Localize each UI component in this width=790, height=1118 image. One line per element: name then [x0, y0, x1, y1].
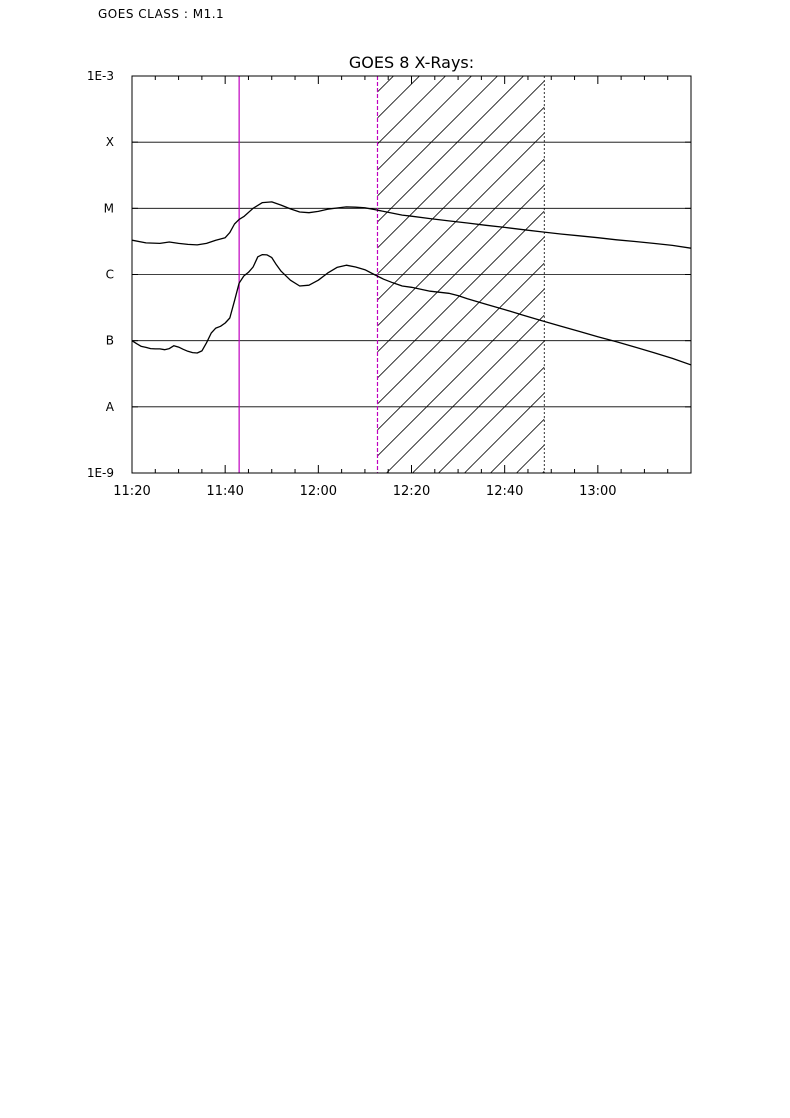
x-tick-label: 13:00 [579, 484, 616, 499]
x-tick-label: 11:20 [113, 484, 150, 499]
hatch-line [377, 288, 545, 457]
x-tick-label: 12:00 [300, 484, 337, 499]
hatch-line [412, 340, 545, 473]
hatch-line [377, 210, 545, 379]
y-tick-label: A [106, 400, 115, 414]
flux-curve-upper [132, 201, 691, 249]
hatch-line [377, 106, 545, 275]
hatch-line [377, 132, 545, 301]
y-axis-tick-labels: 1E-3 X M C B A 1E-9 [87, 69, 115, 480]
hatched-region [0, 76, 545, 473]
hatch-line [0, 76, 29, 473]
hatch-line [0, 76, 81, 473]
hatch-line [377, 262, 545, 431]
hatch-line [377, 184, 545, 353]
hatch-line [377, 76, 498, 197]
flux-curve-lower [132, 253, 691, 366]
hatch-line [377, 76, 446, 145]
hatch-line [0, 76, 107, 473]
hatch-line [377, 76, 472, 171]
x-tick-label: 12:20 [393, 484, 430, 499]
hatch-line [464, 392, 545, 473]
time-markers [238, 76, 545, 473]
grid-lines [132, 141, 691, 408]
y-tick-label: B [106, 334, 114, 348]
hatch-line [386, 314, 545, 473]
x-tick-label: 12:40 [486, 484, 523, 499]
hatch-line [438, 366, 545, 473]
y-tick-label: C [106, 268, 114, 282]
y-tick-label: 1E-9 [87, 466, 114, 480]
y-tick-label: 1E-3 [87, 69, 114, 83]
hatch-line [377, 76, 524, 223]
hatch-line [377, 80, 545, 249]
chart-title: GOES 8 X-Rays: [349, 53, 474, 72]
hatch-line [377, 158, 545, 327]
hatch-line [377, 236, 545, 405]
x-axis-tick-labels: 11:20 11:40 12:00 12:20 12:40 13:00 [113, 484, 616, 499]
hatch-line [0, 76, 3, 473]
x-tick-label: 11:40 [206, 484, 243, 499]
goes-class-label: GOES CLASS : M1.1 [98, 7, 225, 21]
axis-ticks [131, 75, 692, 474]
y-tick-label: X [106, 135, 114, 149]
flux-curves [132, 201, 691, 366]
y-tick-label: M [104, 201, 114, 215]
hatch-line [0, 76, 55, 473]
